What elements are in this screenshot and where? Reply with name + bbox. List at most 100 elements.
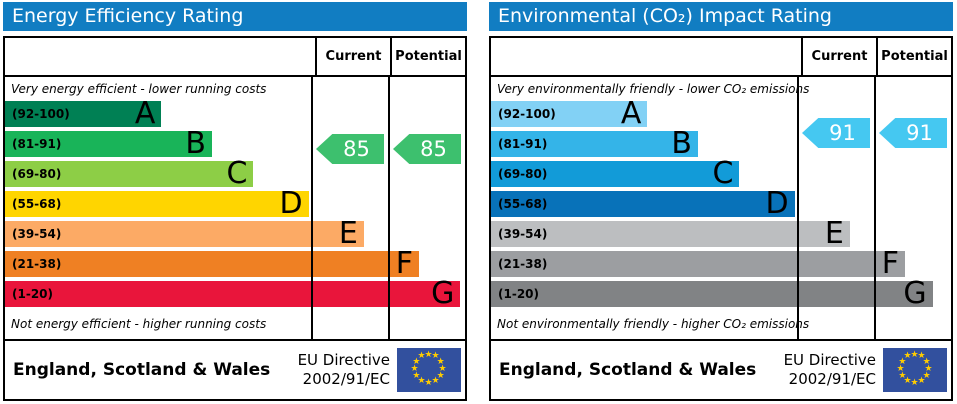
table-header-row: Current Potential [5,38,465,77]
band-letter: B [185,126,206,161]
rating-panel: Environmental (CO₂) Impact Rating Curren… [489,2,953,401]
eu-star-icon: ★ [436,370,445,381]
column-header-current: Current [315,38,390,75]
band-row: (21-38) F [491,246,905,281]
eu-directive-label: EU Directive 2002/91/EC [298,351,397,389]
band-row: (55-68) D [491,186,795,221]
band-range-label: (55-68) [498,197,548,211]
band-range-label: (1-20) [498,287,539,301]
band-row: (1-20) G [491,276,933,311]
band-row: (69-80) C [5,156,254,191]
caption-bottom: Not environmentally friendly - higher CO… [497,317,810,331]
region-label: England, Scotland & Wales [499,360,757,380]
eu-directive-line1: EU Directive [783,351,876,370]
eu-star-icon: ★ [431,375,440,386]
band-row: (92-100) A [5,96,162,131]
band-letter: A [134,96,156,131]
eu-star-icon: ★ [922,370,931,381]
column-divider [797,77,799,339]
band-range-label: (21-38) [498,257,548,271]
eu-star-icon: ★ [917,375,926,386]
band-range-label: (21-38) [12,257,62,271]
eu-star-icon: ★ [922,356,931,367]
band-row: (1-20) G [5,276,461,311]
band-letter: F [881,246,899,281]
eu-star-icon: ★ [417,375,426,386]
eu-star-icon: ★ [903,375,912,386]
region-label: England, Scotland & Wales [13,360,271,380]
potential-arrow: 85 [393,134,461,164]
bands: (92-100) A (81-91) B (69-80) C (55-68) D… [5,96,465,311]
band-range-label: (55-68) [12,197,62,211]
band-letter: C [712,156,734,191]
eu-star-icon: ★ [910,349,919,360]
eu-star-icon: ★ [410,363,419,374]
eu-star-icon: ★ [431,351,440,362]
eu-star-icon: ★ [924,363,933,374]
header-spacer [491,38,801,75]
band-row: (21-38) F [5,246,419,281]
column-divider [874,77,876,339]
band-row: (39-54) E [5,216,364,251]
band-letter: G [431,276,455,311]
band-range-label: (81-91) [498,137,548,151]
bands: (92-100) A (81-91) B (69-80) C (55-68) D… [491,99,951,311]
eu-star-icon: ★ [438,363,447,374]
eu-star-icon: ★ [903,351,912,362]
rating-table: Current Potential Very environmentally f… [489,36,953,401]
eu-star-icon: ★ [896,363,905,374]
panel-title-bar: Environmental (CO₂) Impact Rating [489,2,953,31]
header-spacer [5,38,315,75]
column-divider [388,77,390,339]
band-letter: B [671,126,692,161]
band-letter: F [395,246,413,281]
column-divider [311,77,313,339]
band-row: (81-91) B [5,126,212,161]
column-header-potential: Potential [390,38,465,75]
band-range-label: (81-91) [12,137,62,151]
potential-arrow: 91 [879,118,947,148]
current-arrow: 85 [316,134,384,164]
eu-star-icon: ★ [436,356,445,367]
band-range-label: (69-80) [498,167,548,181]
band-row: (55-68) D [5,186,309,221]
eu-directive-line2: 2002/91/EC [788,370,876,388]
eu-star-icon: ★ [412,356,421,367]
eu-star-icon: ★ [412,370,421,381]
band-letter: E [824,216,844,251]
eu-star-icon: ★ [898,370,907,381]
chart-body: Very energy efficient - lower running co… [5,77,465,339]
band-range-label: (1-20) [12,287,53,301]
band-range-label: (39-54) [498,227,548,241]
eu-star-icon: ★ [898,356,907,367]
eu-star-icon: ★ [424,349,433,360]
current-arrow: 91 [802,118,870,148]
column-header-current: Current [801,38,876,75]
panel-title-bar: Energy Efficiency Rating [3,2,467,31]
column-header-potential: Potential [876,38,951,75]
caption-top: Very environmentally friendly - lower CO… [497,82,810,96]
chart-body: Very environmentally friendly - lower CO… [491,77,951,339]
band-letter: E [338,216,358,251]
panel-title: Environmental (CO₂) Impact Rating [498,5,832,27]
band-letter: D [279,186,303,221]
eu-directive-line2: 2002/91/EC [302,370,390,388]
band-letter: D [765,186,789,221]
table-footer: England, Scotland & Wales EU Directive 2… [491,339,951,399]
eu-flag-icon: ★ ★ ★ ★ ★ ★ ★ ★ ★ ★ ★ ★ [397,348,461,392]
band-letter: C [226,156,248,191]
rating-panel: Energy Efficiency Rating Current Potenti… [3,2,467,401]
eu-star-icon: ★ [417,351,426,362]
band-range-label: (92-100) [498,107,556,121]
eu-star-icon: ★ [917,351,926,362]
panel-title: Energy Efficiency Rating [12,5,244,27]
table-footer: England, Scotland & Wales EU Directive 2… [5,339,465,399]
eu-directive-line1: EU Directive [297,351,390,370]
band-row: (69-80) C [491,156,740,191]
band-letter: G [903,276,927,311]
band-row: (81-91) B [491,126,698,161]
eu-star-icon: ★ [910,377,919,388]
band-row: (92-100) A [491,99,648,129]
band-range-label: (69-80) [12,167,62,181]
